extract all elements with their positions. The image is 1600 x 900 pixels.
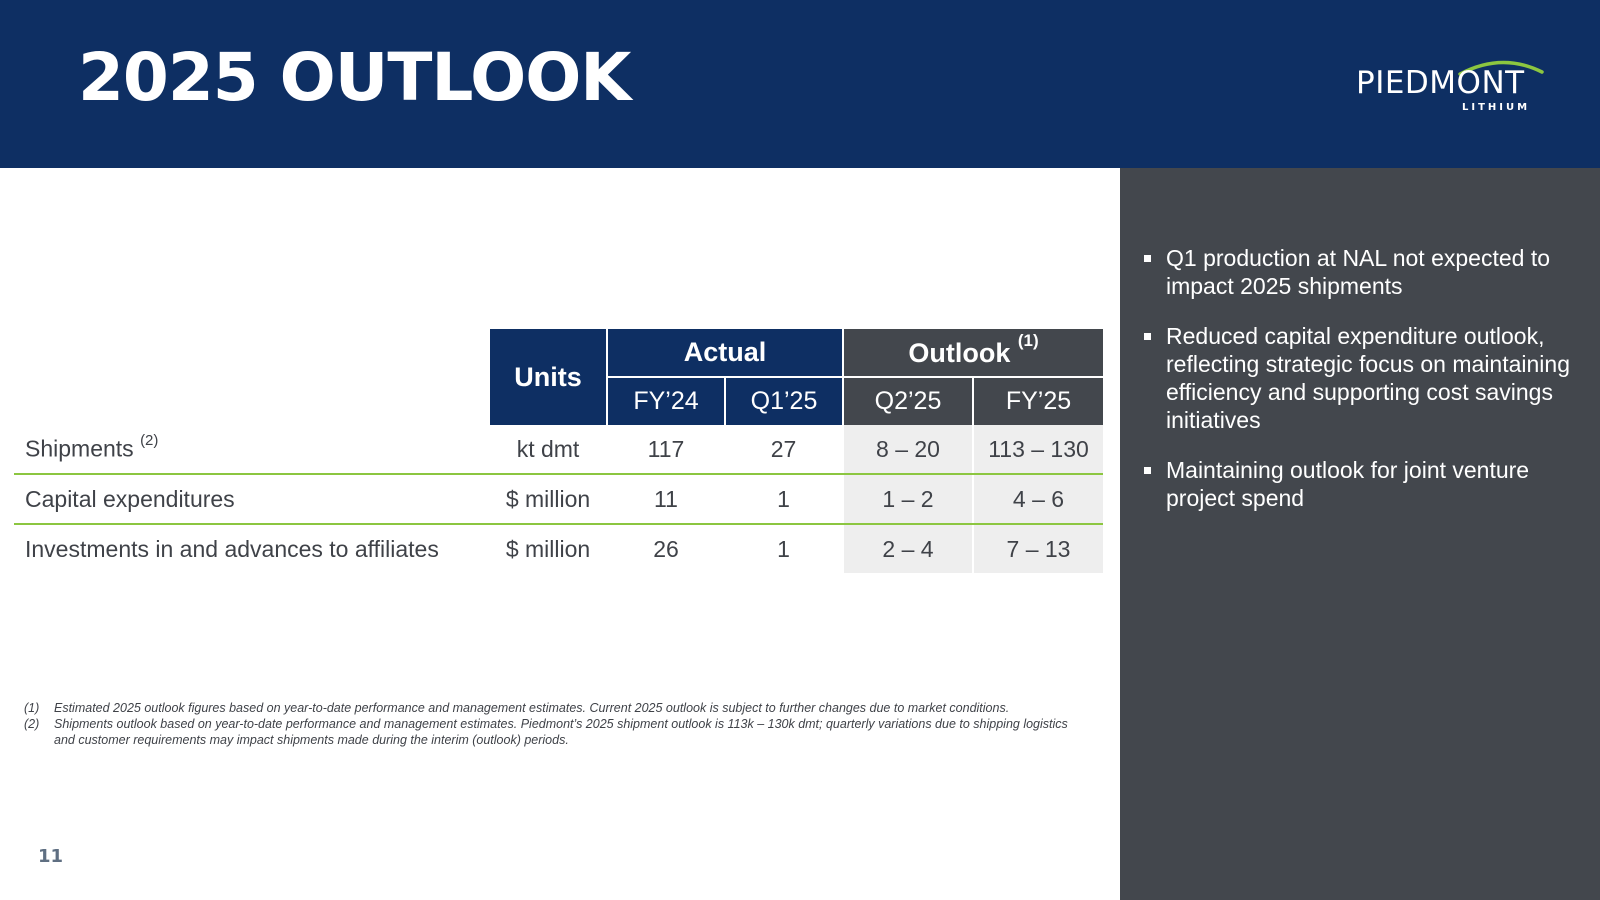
q225-cell: 8 – 20 [842,425,973,475]
logo-wordmark: PIEDMONT [1356,65,1525,101]
footnotes: (1) Estimated 2025 outlook figures based… [24,700,1084,748]
outlook-header-label: Outlook [908,337,1011,368]
row-label: Investments in and advances to affiliate… [25,535,439,562]
row-label-text: Shipments [25,435,134,462]
q125-cell: 27 [725,425,843,475]
actual-header: Actual [606,329,843,378]
fy24-cell: 117 [607,425,725,475]
q225-cell: 1 – 2 [842,474,973,525]
col-fy24: FY’24 [606,377,725,425]
row-label: Shipments (2) [14,425,489,475]
fy25-cell: 113 – 130 [972,425,1103,475]
footnote-text: Estimated 2025 outlook figures based on … [54,701,1010,715]
commentary-bullets: Q1 production at NAL not expected to imp… [1142,244,1582,534]
footnote: (2) Shipments outlook based on year-to-d… [24,716,1084,748]
col-fy25: FY’25 [972,377,1103,425]
actual-header-label: Actual [683,337,767,367]
table-row-capex: Capital expenditures $ million 11 1 1 – … [14,474,1103,525]
outlook-header: Outlook (1) [842,329,1103,378]
units-cell: $ million [505,535,591,562]
row-label: Capital expenditures [14,474,489,525]
bullet-item: Q1 production at NAL not expected to imp… [1142,244,1582,300]
col-q125: Q1’25 [724,377,843,425]
outlook-table: Units Actual Outlook (1) FY’24 Q1’25 Q2’… [14,329,1103,573]
table-row-shipments: Shipments (2) kt dmt 117 27 8 – 20 113 –… [14,425,1103,475]
page-number: 11 [38,846,64,867]
outlook-footnote-ref: (1) [1017,330,1039,350]
fy25-cell: 7 – 13 [972,524,1103,573]
header-bar: 2025 OUTLOOK PIEDMONT LITHIUM [0,0,1600,168]
fy24-cell: 11 [607,474,725,525]
logo-subtext: LITHIUM [1462,102,1531,113]
footnote-number: (2) [24,717,40,731]
q125-cell: 1 [725,474,843,525]
bullet-item: Maintaining outlook for joint venture pr… [1142,456,1582,512]
units-cell: kt dmt [489,425,607,475]
page-title: 2025 OUTLOOK [78,39,631,116]
q125-cell: 1 [777,535,790,562]
col-q225: Q2’25 [842,377,973,425]
shipments-footnote-ref: (2) [140,432,159,450]
bullet-item: Reduced capital expenditure outlook, ref… [1142,322,1582,434]
commentary-panel: Q1 production at NAL not expected to imp… [1120,168,1600,900]
table-row-investments: Investments in and advances to affiliate… [14,524,1103,573]
fy24-cell: 26 [653,535,679,562]
footnote-number: (1) [24,701,40,715]
footnote-text: Shipments outlook based on year-to-date … [54,717,1068,747]
blank-header-cell [14,329,489,425]
fy25-cell: 4 – 6 [972,474,1103,525]
logo-arc-icon [1458,60,1544,76]
units-header: Units [488,329,607,425]
piedmont-logo: PIEDMONT LITHIUM [1352,52,1552,122]
q225-cell: 2 – 4 [842,524,973,573]
units-cell: $ million [489,474,607,525]
footnote: (1) Estimated 2025 outlook figures based… [24,700,1084,716]
